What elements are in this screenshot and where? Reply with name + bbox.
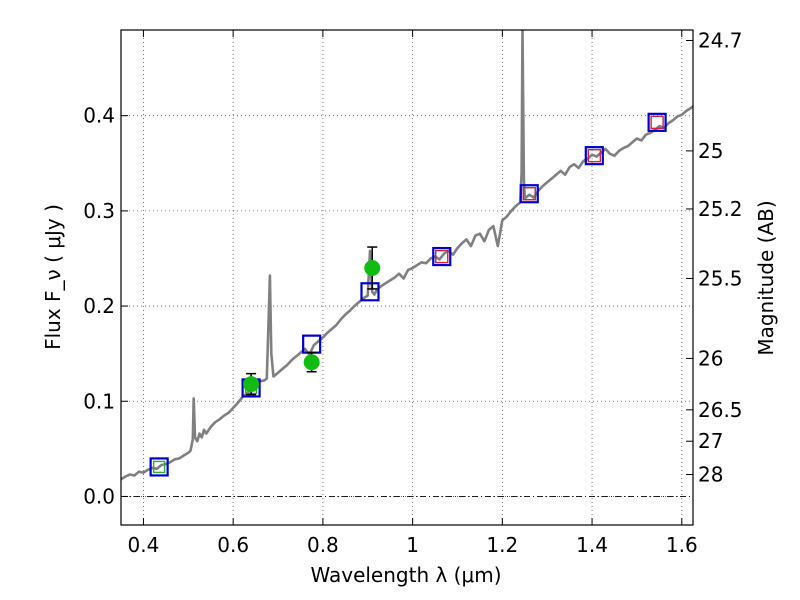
square-marker	[435, 249, 449, 264]
square-marker	[584, 146, 604, 166]
circle-marker	[364, 259, 381, 276]
y2-axis-title-text: Magnitude (AB)	[754, 200, 778, 355]
y2-tick-label: 25.2	[698, 197, 743, 221]
y-tick-label: 0.1	[83, 389, 115, 413]
y-axis-title-text: Flux F_ν ( μJy )	[41, 204, 65, 350]
y2-axis-title: Magnitude (AB)	[754, 200, 778, 355]
markers-group	[149, 112, 667, 477]
y2-tick-label: 26	[698, 346, 723, 370]
square-marker	[650, 115, 664, 130]
y2-tick-label: 26.5	[698, 398, 743, 422]
y-tick-label: 0.0	[83, 484, 115, 508]
square-marker	[432, 246, 452, 267]
square-marker	[647, 112, 667, 132]
circle-marker	[243, 376, 260, 393]
x-axis-title: Wavelength λ (μm)	[310, 563, 501, 587]
y2-tick-label: 28	[698, 463, 723, 487]
x-tick-label: 0.4	[128, 533, 160, 557]
ticks-group	[121, 30, 693, 525]
sed-line	[121, 30, 693, 481]
y-tick-label: 0.2	[83, 294, 115, 318]
series-group	[121, 30, 693, 481]
y2-tick-label: 25	[698, 139, 723, 163]
y-axis-title: Flux F_ν ( μJy )	[41, 204, 65, 350]
plot-frame	[120, 29, 694, 526]
x-tick-label: 1.6	[666, 533, 698, 557]
y2-tick-label: 24.7	[698, 28, 743, 52]
square-marker	[519, 184, 539, 204]
x-tick-label: 0.6	[217, 533, 249, 557]
square-marker	[587, 148, 602, 163]
x-tick-label: 0.8	[307, 533, 339, 557]
y2-tick-label: 25.5	[698, 266, 743, 290]
square-marker	[522, 187, 536, 201]
x-tick-label: 1.4	[576, 533, 608, 557]
tick-labels-group: 0.4 0.6 0.8 1 1.2 1.4 1.6 0.0 0.1 0.2 0.3 0.4 24.7 25…	[83, 28, 742, 557]
square-marker	[149, 457, 169, 477]
grid	[121, 30, 693, 525]
y-tick-label: 0.3	[83, 199, 115, 223]
x-axis-title-text: Wavelength λ (μm)	[310, 563, 501, 587]
x-tick-label: 1	[406, 533, 419, 557]
x-tick-label: 1.2	[486, 533, 518, 557]
y-tick-label: 0.4	[83, 104, 115, 128]
y2-tick-label: 27	[698, 429, 723, 453]
square-marker	[152, 460, 166, 474]
circle-marker	[303, 354, 320, 371]
square-marker	[360, 282, 380, 302]
